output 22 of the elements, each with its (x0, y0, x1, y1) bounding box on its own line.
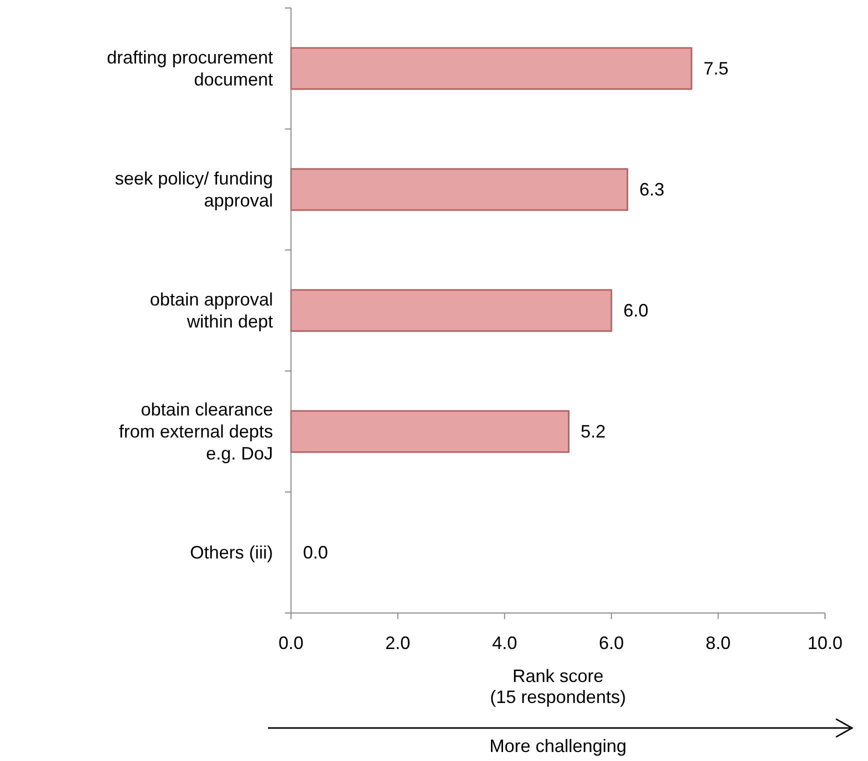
y-tick-label: obtain clearance from external depts e.g. DoJ (118, 400, 273, 464)
y-tick-label: seek policy/ funding approval (114, 168, 273, 210)
x-axis-title: Rank score (15 respondents) (490, 666, 626, 707)
x-tick-label: 2.0 (385, 633, 410, 653)
bar (290, 168, 628, 211)
y-tick-label: obtain approval within dept (150, 290, 273, 332)
data-label: 6.0 (623, 300, 648, 320)
bar (290, 289, 612, 332)
y-tick-label: Others (iii) (190, 542, 273, 562)
bar (290, 47, 692, 90)
data-label: 6.3 (639, 180, 664, 200)
x-tick-label: 6.0 (598, 633, 624, 653)
text: More challenging (489, 736, 627, 756)
x-tick-label: 10.0 (807, 633, 843, 653)
data-label: 5.2 (580, 422, 606, 442)
data-label: 7.5 (704, 58, 729, 78)
data-label: 0.0 (303, 542, 328, 562)
x-tick-label: 8.0 (706, 633, 731, 653)
x-tick-label: 4.0 (492, 633, 518, 653)
y-tick-label: drafting procurement document (106, 48, 273, 90)
bar (290, 410, 570, 453)
x-tick-label: 0.0 (278, 633, 304, 653)
